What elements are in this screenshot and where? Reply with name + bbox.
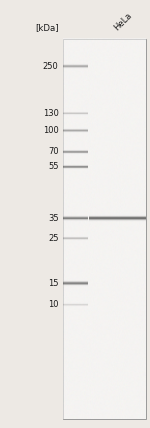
Text: 130: 130 [43, 109, 58, 118]
Text: 35: 35 [48, 214, 58, 223]
Text: HeLa: HeLa [113, 11, 134, 32]
Text: 100: 100 [43, 126, 58, 135]
Text: [kDa]: [kDa] [35, 23, 58, 33]
Text: 15: 15 [48, 279, 58, 288]
Text: 70: 70 [48, 147, 58, 157]
Bar [63, 39, 146, 419]
Text: 250: 250 [43, 62, 58, 71]
Text: 10: 10 [48, 300, 58, 309]
Text: 25: 25 [48, 234, 58, 243]
Text: 55: 55 [48, 162, 58, 172]
